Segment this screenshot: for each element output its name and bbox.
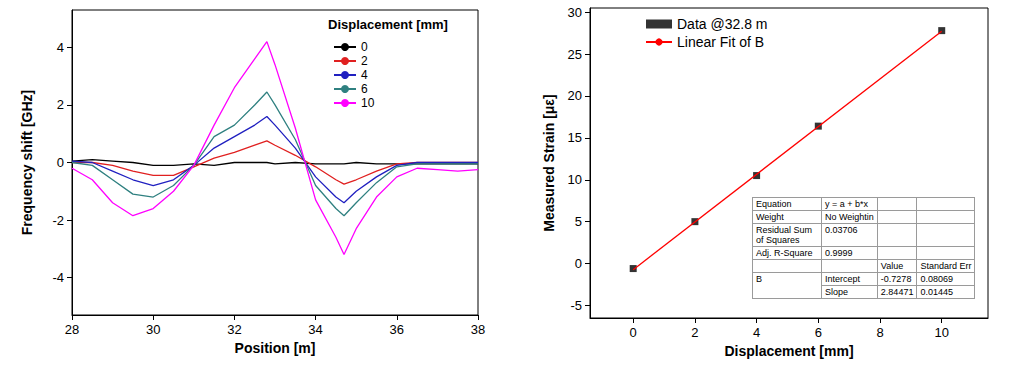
html-text:0.01445: 0.01445 xyxy=(920,287,953,297)
svg-text:32: 32 xyxy=(227,322,241,337)
svg-text:38: 38 xyxy=(471,322,485,337)
html-text:-0.7278: -0.7278 xyxy=(880,274,912,284)
html-text:0.03706: 0.03706 xyxy=(825,225,858,235)
html-text:Equation: Equation xyxy=(756,199,792,209)
svg-text:10: 10 xyxy=(361,96,375,110)
html-text:Adj. R-Square: Adj. R-Square xyxy=(756,248,813,258)
svg-text:28: 28 xyxy=(65,322,79,337)
svg-text:2: 2 xyxy=(691,325,698,340)
svg-text:4: 4 xyxy=(753,325,760,340)
svg-text:34: 34 xyxy=(308,322,322,337)
html-text:Standard Err: Standard Err xyxy=(920,261,972,271)
svg-text:30: 30 xyxy=(146,322,160,337)
svg-text:30: 30 xyxy=(568,5,582,20)
html-text:Intercept: Intercept xyxy=(825,274,860,284)
svg-text:8: 8 xyxy=(876,325,883,340)
html-text:0.08069: 0.08069 xyxy=(920,274,953,284)
html-text:2.84471: 2.84471 xyxy=(880,287,914,297)
svg-text:Displacement [mm]: Displacement [mm] xyxy=(328,17,448,32)
svg-text:20: 20 xyxy=(568,88,582,103)
svg-text:25: 25 xyxy=(568,47,582,62)
html-text:Residual Sum of Squares: Residual Sum of Squares xyxy=(756,225,812,245)
svg-text:Displacement [mm]: Displacement [mm] xyxy=(724,343,853,359)
html-text:Slope: Slope xyxy=(825,287,848,297)
svg-text:4: 4 xyxy=(361,68,368,82)
svg-text:Frequency shift [GHz]: Frequency shift [GHz] xyxy=(19,90,35,235)
html-text:0.9999: 0.9999 xyxy=(825,248,853,258)
html-text:Value: Value xyxy=(880,261,904,271)
svg-text:0: 0 xyxy=(57,155,64,170)
svg-text:Data @32.8 m: Data @32.8 m xyxy=(677,16,767,32)
svg-text:2: 2 xyxy=(57,97,64,112)
svg-text:Position [m]: Position [m] xyxy=(235,340,316,356)
svg-text:-4: -4 xyxy=(52,270,64,285)
svg-text:0: 0 xyxy=(630,325,637,340)
svg-text:0: 0 xyxy=(575,256,582,271)
svg-text:Linear Fit of B: Linear Fit of B xyxy=(677,34,764,50)
svg-text:Measured Strain [με]: Measured Strain [με] xyxy=(541,94,557,231)
svg-text:10: 10 xyxy=(568,172,582,187)
html-text:No Weightin: No Weightin xyxy=(825,212,874,222)
svg-text:-5: -5 xyxy=(570,298,582,313)
svg-text:6: 6 xyxy=(361,82,368,96)
html-text:y = a + b*x: y = a + b*x xyxy=(825,199,868,209)
svg-text:0: 0 xyxy=(361,40,368,54)
svg-text:4: 4 xyxy=(57,40,64,55)
svg-text:6: 6 xyxy=(815,325,822,340)
svg-text:10: 10 xyxy=(934,325,948,340)
svg-text:36: 36 xyxy=(390,322,404,337)
svg-text:15: 15 xyxy=(568,130,582,145)
svg-text:-2: -2 xyxy=(52,213,64,228)
svg-text:2: 2 xyxy=(361,54,368,68)
html-text:Weight: Weight xyxy=(756,212,784,222)
html-text:B: B xyxy=(756,274,762,284)
svg-text:5: 5 xyxy=(575,214,582,229)
